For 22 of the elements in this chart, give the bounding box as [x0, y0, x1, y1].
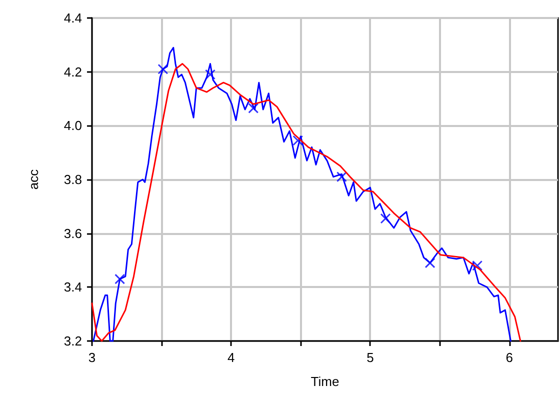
x-tick-label: 6	[506, 350, 513, 365]
point	[248, 102, 259, 114]
y-tick-label: 4.4	[64, 10, 82, 26]
y-tick-label: 3.8	[64, 172, 82, 187]
x-tick-label: 4	[227, 350, 235, 365]
point	[114, 274, 126, 284]
point	[204, 69, 216, 80]
y-axis-title: acc	[26, 168, 41, 190]
point	[424, 258, 436, 268]
y-tick-label: 4.2	[64, 64, 82, 80]
y-tick-label: 3.6	[64, 226, 82, 241]
point	[336, 172, 347, 182]
point	[380, 213, 391, 224]
y-tick-label: 3.2	[64, 334, 82, 348]
x-axis-title: Time	[310, 374, 340, 389]
y-tick-label: 3.4	[64, 280, 82, 295]
point	[292, 135, 304, 146]
point	[158, 64, 168, 74]
x-tick-label: 3	[88, 350, 96, 365]
point	[472, 260, 483, 271]
x-tick-label: 5	[366, 350, 374, 365]
y-tick-label: 4.0	[64, 118, 82, 134]
